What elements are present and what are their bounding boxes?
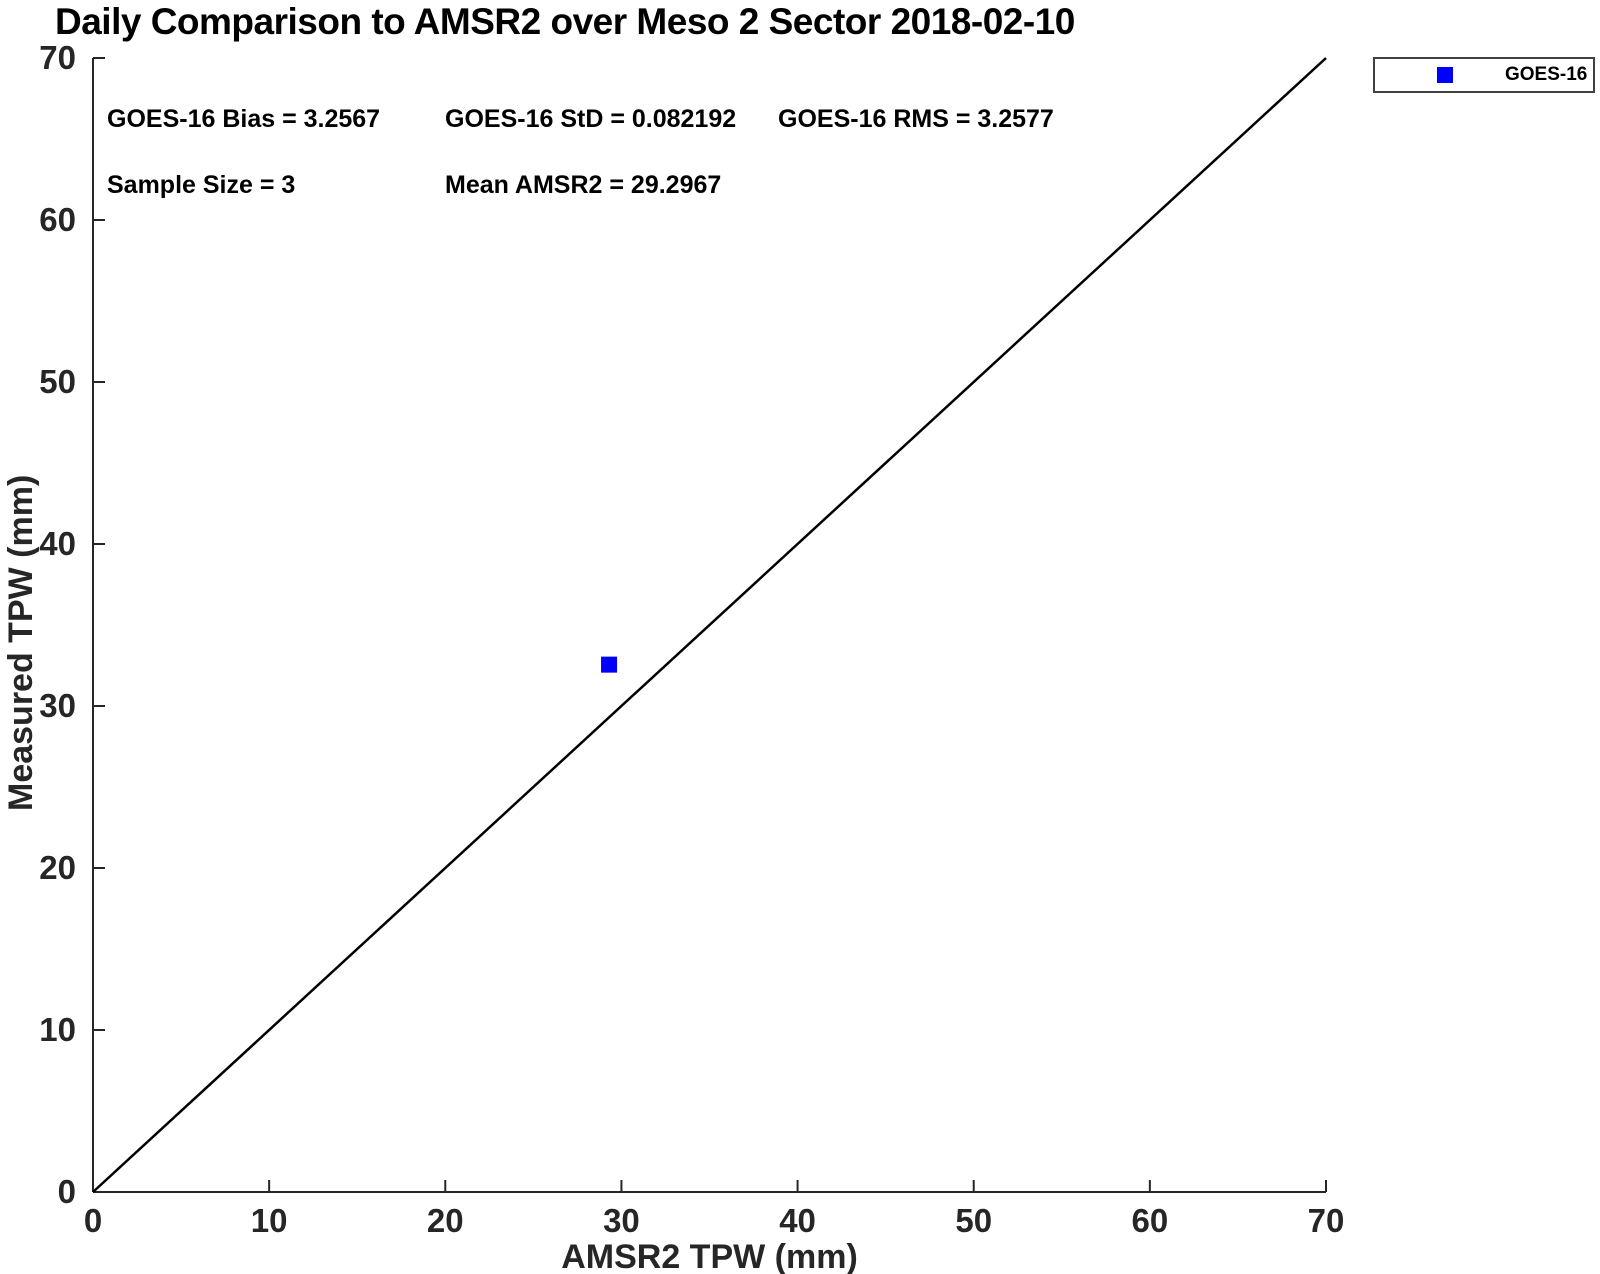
legend: GOES-16 — [1373, 57, 1595, 93]
x-tick-label: 0 — [83, 1202, 103, 1239]
y-tick-label: 20 — [39, 849, 76, 886]
x-tick-label: 70 — [1307, 1202, 1345, 1239]
legend-label: GOES-16 — [1505, 64, 1588, 85]
stat-sample-size: Sample Size = 3 — [107, 171, 296, 199]
x-tick-label: 20 — [426, 1202, 464, 1239]
y-tick-label: 50 — [39, 363, 76, 400]
x-tick-label: 30 — [603, 1202, 640, 1239]
data-point-marker — [601, 656, 618, 673]
y-tick-label: 0 — [57, 1173, 76, 1210]
y-tick-label: 40 — [39, 525, 76, 562]
stat-rms: GOES-16 RMS = 3.2577 — [778, 105, 1054, 133]
legend-marker-square-icon — [1437, 67, 1453, 83]
y-tick-label: 60 — [39, 201, 76, 238]
stat-bias: GOES-16 Bias = 3.2567 — [107, 105, 381, 133]
x-tick-label: 60 — [1131, 1202, 1169, 1239]
identity-line — [92, 57, 1327, 1193]
x-tick-label: 10 — [250, 1202, 288, 1239]
y-tick-label: 70 — [39, 39, 76, 76]
y-axis-label: Measured TPW (mm) — [2, 474, 40, 812]
x-axis-label: AMSR2 TPW (mm) — [561, 1238, 858, 1274]
page-title: Daily Comparison to AMSR2 over Meso 2 Se… — [55, 1, 1075, 42]
x-tick-label: 50 — [955, 1202, 993, 1239]
stat-std: GOES-16 StD = 0.082192 — [445, 105, 737, 133]
stat-mean-amsr2: Mean AMSR2 = 29.2967 — [445, 171, 722, 199]
y-tick-label: 30 — [39, 687, 76, 724]
y-tick-label: 10 — [39, 1011, 76, 1048]
x-tick-label: 40 — [779, 1202, 816, 1239]
